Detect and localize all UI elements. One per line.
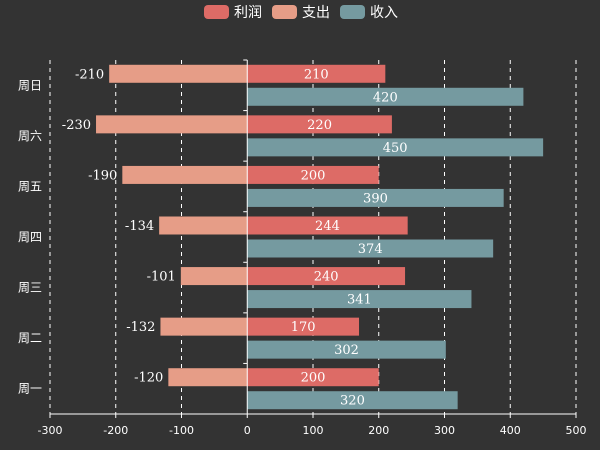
data-label: 210 — [304, 67, 329, 82]
legend-label: 收入 — [370, 5, 398, 21]
x-tick-label: 200 — [368, 424, 389, 437]
data-label: 200 — [301, 371, 326, 386]
bar-收入-周二 — [247, 340, 446, 359]
legend-item-支出[interactable]: 支出 — [272, 5, 330, 21]
data-label: -120 — [134, 371, 163, 386]
legend-swatch — [204, 5, 229, 19]
bar-收入-周一 — [247, 391, 458, 410]
x-tick-label: 500 — [566, 424, 587, 437]
legend: 利润 支出 收入 — [204, 5, 398, 21]
x-tick-label: 400 — [500, 424, 521, 437]
bar-利润-周四 — [247, 216, 408, 235]
bar-利润-周日 — [247, 64, 386, 83]
data-label: -190 — [88, 168, 117, 183]
bar-收入-周四 — [247, 239, 494, 258]
legend-label: 支出 — [302, 5, 330, 21]
category-label: 周五 — [18, 179, 42, 193]
data-label: 450 — [383, 141, 408, 156]
bar-利润-周二 — [247, 317, 360, 336]
data-label: -230 — [62, 118, 91, 133]
x-tick-label: -300 — [38, 424, 63, 437]
data-label: 341 — [347, 293, 372, 308]
x-tick-label: 300 — [434, 424, 455, 437]
data-label: -134 — [125, 219, 154, 234]
bar-利润-周三 — [247, 267, 406, 286]
data-label: 320 — [340, 394, 365, 409]
legend-swatch — [340, 5, 365, 19]
bar-利润-周五 — [247, 165, 379, 184]
bar-利润-周六 — [247, 115, 392, 134]
bar-支出-周日 — [109, 64, 248, 83]
legend-item-利润[interactable]: 利润 — [204, 5, 262, 21]
data-label: -101 — [147, 270, 176, 285]
legend-item-收入[interactable]: 收入 — [340, 5, 398, 21]
category-label: 周一 — [18, 382, 42, 396]
data-label: 220 — [307, 118, 332, 133]
data-label: 302 — [334, 343, 359, 358]
bar-支出-周五 — [122, 165, 248, 184]
legend-label: 利润 — [234, 5, 262, 21]
bar-收入-周五 — [247, 188, 504, 207]
data-label: -132 — [126, 320, 155, 335]
x-tick-label: 100 — [303, 424, 324, 437]
legend-swatch — [272, 5, 297, 19]
bar-支出-周六 — [96, 115, 248, 134]
bar-收入-周三 — [247, 290, 472, 309]
data-label: -210 — [75, 67, 104, 82]
bar-支出-周四 — [159, 216, 248, 235]
data-label: 170 — [291, 320, 316, 335]
x-tick-label: -100 — [169, 424, 194, 437]
data-label: 420 — [373, 90, 398, 105]
axes: 周一 周二 周三 周四 周五 周六 周日 -300 -200 -100 0 100 200 300 400 5… — [18, 59, 587, 437]
category-label: 周二 — [18, 331, 42, 345]
x-tick-label: 0 — [244, 424, 251, 437]
category-label: 周四 — [18, 230, 42, 244]
category-label: 周六 — [18, 129, 42, 143]
bar-支出-周一 — [168, 368, 248, 387]
category-label: 周日 — [18, 78, 42, 92]
grid-lines — [49, 60, 577, 414]
data-label: 374 — [358, 242, 383, 257]
bar-收入-周日 — [247, 87, 524, 106]
x-tick-label: -200 — [103, 424, 128, 437]
category-label: 周三 — [18, 281, 42, 295]
bars: 200 -120 320 170 -132 302 240 -101 341 244 -134 374… — [62, 64, 544, 410]
data-label: 240 — [314, 270, 339, 285]
data-label: 244 — [315, 219, 340, 234]
bar-利润-周一 — [247, 368, 379, 387]
data-label: 390 — [363, 191, 388, 206]
bar-支出-周二 — [160, 317, 248, 336]
bar-收入-周六 — [247, 138, 544, 157]
data-label: 200 — [301, 168, 326, 183]
bar-支出-周三 — [180, 267, 248, 286]
